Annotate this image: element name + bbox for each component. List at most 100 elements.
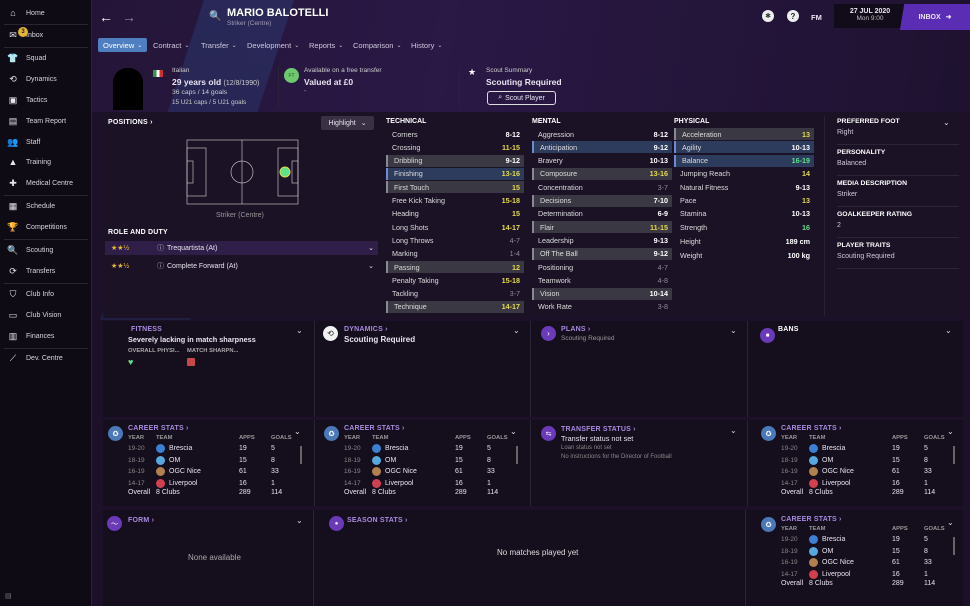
attribute-value: 1-4 <box>509 249 520 259</box>
season-stats-link[interactable]: SEASON STATS › <box>347 517 408 524</box>
forward-button[interactable]: → <box>122 9 136 25</box>
career-stats-link[interactable]: CAREER STATS › <box>344 425 405 432</box>
chevron-down-icon[interactable]: ⌄ <box>730 426 737 435</box>
sidebar-item-medical-centre[interactable]: ✚ Medical Centre <box>0 173 92 193</box>
sidebar-item-inbox[interactable]: ✉ 3 Inbox <box>0 25 92 45</box>
career-team[interactable]: Liverpool <box>372 478 414 488</box>
career-year: 14-17 <box>128 479 145 487</box>
scrollbar[interactable] <box>953 446 955 464</box>
fitness-title[interactable]: FITNESS <box>131 326 162 333</box>
chevron-right-icon: › <box>399 425 405 432</box>
sidebar-item-transfers[interactable]: ⟳ Transfers <box>0 261 92 281</box>
sidebar-item-home[interactable]: ⌂ Home <box>0 3 92 23</box>
chevron-down-icon[interactable]: ⌄ <box>943 118 950 127</box>
career-stats-link[interactable]: CAREER STATS › <box>781 425 842 432</box>
attribute-name: Jumping Reach <box>680 169 730 179</box>
chevron-down-icon[interactable]: ⌄ <box>294 427 301 436</box>
sidebar-item-dev-centre[interactable]: ⟋ Dev. Centre <box>0 348 92 368</box>
detail-player-traits: PLAYER TRAITS Scouting Required <box>837 238 959 269</box>
career-team[interactable]: Brescia <box>809 535 845 544</box>
back-button[interactable]: ← <box>99 9 113 25</box>
tab-contract[interactable]: Contract ⌄ <box>148 38 194 52</box>
settings-icon[interactable]: ✱ <box>762 10 774 22</box>
sidebar-item-club-info[interactable]: ⛉ Club Info <box>0 284 92 304</box>
fm-button[interactable]: FM <box>811 13 822 22</box>
career-team[interactable]: OM <box>809 455 834 465</box>
widgets-row-2 <box>103 420 963 506</box>
menu-icon[interactable]: ▤ <box>5 593 12 600</box>
date-display[interactable]: 27 JUL 2020 Mon 9:00 <box>834 4 906 28</box>
scrollbar[interactable] <box>953 537 955 555</box>
career-team[interactable]: OM <box>809 546 833 556</box>
sidebar-item-label: Dynamics <box>26 75 57 83</box>
chevron-down-icon[interactable]: ⌄ <box>947 427 954 436</box>
career-team[interactable]: Brescia <box>156 444 192 453</box>
career-apps: 19 <box>455 445 463 452</box>
sidebar-item-training[interactable]: ▲ Training <box>0 152 92 172</box>
tab-history[interactable]: History ⌄ <box>406 38 447 52</box>
detail-label: PREFERRED FOOT <box>837 118 900 125</box>
career-overall-clubs: 8 Clubs <box>809 489 833 496</box>
sidebar-item-team-report[interactable]: ▤ Team Report <box>0 111 92 131</box>
career-stats-link[interactable]: CAREER STATS › <box>781 516 842 523</box>
career-team[interactable]: OGC Nice <box>156 467 201 476</box>
tab-comparison[interactable]: Comparison ⌄ <box>348 38 406 52</box>
career-team[interactable]: Liverpool <box>809 478 850 488</box>
chevron-down-icon[interactable]: ⌄ <box>510 427 517 436</box>
scrollbar[interactable] <box>300 446 302 464</box>
role-row[interactable]: ★★½ ⓘ Trequartista (At) ⌄ <box>105 241 378 255</box>
attribute-name: Vision <box>540 289 560 299</box>
sidebar-item-scouting[interactable]: 🔍 Scouting <box>0 240 92 260</box>
help-icon[interactable]: ? <box>787 10 799 22</box>
tab-overview[interactable]: Overview ⌄ <box>98 38 148 52</box>
chevron-down-icon[interactable]: ⌄ <box>296 516 303 525</box>
search-icon[interactable]: 🔍 <box>209 11 222 22</box>
sidebar-item-competitions[interactable]: 🏆 Competitions <box>0 217 92 237</box>
career-team[interactable]: OM <box>372 455 396 465</box>
sidebar-item-schedule[interactable]: ▦ Schedule <box>0 196 92 216</box>
career-team[interactable]: OGC Nice <box>809 467 854 476</box>
career-team[interactable]: OGC Nice <box>809 558 854 567</box>
tab-development[interactable]: Development ⌄ <box>242 38 304 52</box>
dynamics-link[interactable]: DYNAMICS › <box>344 326 388 333</box>
chevron-down-icon[interactable]: ⌄ <box>947 518 954 527</box>
chevron-down-icon[interactable]: ⌄ <box>368 245 374 252</box>
form-link[interactable]: FORM › <box>128 517 155 524</box>
career-team[interactable]: Liverpool <box>156 478 197 488</box>
tab-reports[interactable]: Reports ⌄ <box>304 38 348 52</box>
chevron-down-icon[interactable]: ⌄ <box>368 263 374 270</box>
career-year: 18-19 <box>128 456 145 464</box>
team-name: Liverpool <box>385 479 414 487</box>
attribute-name: Marking <box>392 249 418 259</box>
positions-link[interactable]: POSITIONS › <box>108 119 153 126</box>
career-team[interactable]: OM <box>156 455 180 465</box>
tab-label: Reports <box>309 40 336 50</box>
sidebar-item-club-vision[interactable]: ▭ Club Vision <box>0 305 92 325</box>
scout-player-button[interactable]: ⌕ Scout Player <box>487 91 556 105</box>
sidebar-item-squad[interactable]: 👕 Squad <box>0 48 92 68</box>
career-header: APPS <box>892 526 908 532</box>
tab-label: Contract <box>153 40 182 50</box>
sidebar-item-tactics[interactable]: ▣ Tactics <box>0 90 92 110</box>
highlight-dropdown[interactable]: Highlight ⌄ <box>321 116 374 130</box>
tab-transfer[interactable]: Transfer ⌄ <box>196 38 242 52</box>
inbox-button[interactable]: INBOX ➜ <box>900 4 970 30</box>
career-goals: 33 <box>924 559 932 566</box>
chevron-down-icon[interactable]: ⌄ <box>296 326 303 335</box>
career-team[interactable]: OGC Nice <box>372 467 417 476</box>
chevron-down-icon[interactable]: ⌄ <box>945 326 952 335</box>
sidebar-item-finances[interactable]: ▥ Finances <box>0 326 92 346</box>
chevron-down-icon[interactable]: ⌄ <box>730 326 737 335</box>
chevron-down-icon[interactable]: ⌄ <box>513 326 520 335</box>
career-team[interactable]: Brescia <box>372 444 408 453</box>
role-row[interactable]: ★★½ ⓘ Complete Forward (At) ⌄ <box>105 259 378 273</box>
scrollbar[interactable] <box>516 446 518 464</box>
sidebar-item-staff[interactable]: 👥 Staff <box>0 132 92 152</box>
team-name: OM <box>822 456 834 464</box>
plans-link[interactable]: PLANS › <box>561 326 591 333</box>
career-stats-link[interactable]: CAREER STATS › <box>128 425 189 432</box>
transfer-status-link[interactable]: TRANSFER STATUS › <box>561 426 636 433</box>
career-team[interactable]: Liverpool <box>809 569 850 579</box>
sidebar-item-dynamics[interactable]: ⟲ Dynamics <box>0 69 92 89</box>
career-team[interactable]: Brescia <box>809 444 845 453</box>
